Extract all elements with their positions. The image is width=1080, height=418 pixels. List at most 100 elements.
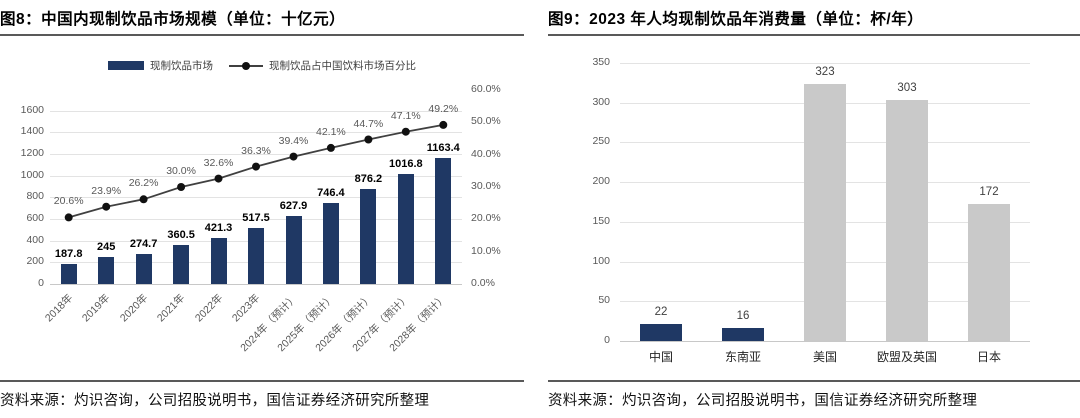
gridline xyxy=(620,63,1030,64)
market-size-bar xyxy=(397,173,414,284)
figure9-tag: 图9： xyxy=(548,11,590,28)
line-value-label: 26.2% xyxy=(128,177,159,190)
bar-value-label: 303 xyxy=(897,82,917,95)
line-marker-dot xyxy=(242,61,250,70)
gridline xyxy=(50,110,462,112)
x-axis-label: 2022年 xyxy=(192,292,225,325)
figure8-chart: 现制饮品市场 现制饮品占中国饮料市场百分比 0 200 400 600 800 1000 1… xyxy=(0,36,524,380)
y-axis-tick: 300 xyxy=(592,95,610,108)
secondary-y-axis-tick: 50.0% xyxy=(471,115,501,128)
line-data-marker xyxy=(364,135,373,144)
consumption-bar xyxy=(886,100,928,341)
figure8-source-note: 资料来源：灼识咨询，公司招股说明书，国信证券经济研究所整理 xyxy=(0,393,430,409)
x-axis-label: 2021年 xyxy=(155,292,188,325)
x-axis-label: 东南亚 xyxy=(724,350,761,364)
line-data-marker xyxy=(289,152,298,161)
figure9-title: 图9：2023 年人均现制饮品年消费量（单位：杯/年） xyxy=(548,0,1080,29)
figure9-title-rule xyxy=(548,34,1080,36)
line-value-label: 32.6% xyxy=(203,156,234,169)
consumption-bar xyxy=(968,204,1010,341)
bar-value-label: 746.4 xyxy=(317,187,345,200)
y-axis-tick: 100 xyxy=(592,254,610,267)
figure8-legend: 现制饮品市场 现制饮品占中国饮料市场百分比 xyxy=(0,58,524,73)
bar-value-label: 517.5 xyxy=(242,211,270,224)
secondary-y-axis-tick: 60.0% xyxy=(471,83,501,95)
y-axis-tick: 50 xyxy=(598,294,610,307)
secondary-y-axis-tick: 10.0% xyxy=(471,244,501,257)
line-data-marker xyxy=(214,174,223,183)
line-data-marker xyxy=(64,213,73,222)
x-axis-label: 美国 xyxy=(812,350,837,364)
bar-value-label: 274.7 xyxy=(129,238,158,251)
y-axis-tick: 0 xyxy=(604,334,610,346)
x-axis-label: 2019年 xyxy=(80,292,113,325)
primary-y-axis-tick: 400 xyxy=(26,233,44,246)
market-size-bar xyxy=(322,203,339,284)
primary-y-axis-tick: 1200 xyxy=(20,146,44,159)
figure9-source-note: 资料来源：灼识咨询，公司招股说明书，国信证券经济研究所整理 xyxy=(548,393,978,409)
gridline xyxy=(620,341,1030,342)
gridline xyxy=(50,175,462,177)
bar-value-label: 876.2 xyxy=(354,173,383,185)
figure9-chart: 0 50 100 150 200 250 300 350 22 中国 16 东南亚 323 美国 303 欧盟… xyxy=(548,36,1080,380)
market-size-bar xyxy=(285,215,302,284)
gridline xyxy=(50,219,462,220)
percentage-line-series xyxy=(64,120,448,222)
market-size-bar xyxy=(173,244,190,284)
secondary-y-axis-tick: 0.0% xyxy=(471,277,495,289)
primary-y-axis-tick: 0 xyxy=(38,277,44,289)
line-value-label: 44.7% xyxy=(353,117,384,130)
market-size-bar xyxy=(135,254,152,284)
bar-value-label: 16 xyxy=(736,310,750,323)
secondary-y-axis-tick: 40.0% xyxy=(471,147,501,160)
line-data-marker xyxy=(401,127,410,136)
bar-value-label: 187.8 xyxy=(54,247,83,260)
line-value-label: 20.6% xyxy=(53,195,84,208)
y-axis-tick: 200 xyxy=(592,175,610,188)
figure9-title-text: 2023 年人均现制饮品年消费量（单位：杯/年） xyxy=(589,11,924,28)
figure9-source-rule xyxy=(548,380,1080,382)
y-axis-tick: 250 xyxy=(592,135,610,148)
gridline xyxy=(50,132,462,134)
x-axis-label: 2018年 xyxy=(42,292,76,325)
x-axis-label: 2020年 xyxy=(117,292,151,325)
bar-value-label: 627.9 xyxy=(279,199,308,212)
bar-series-swatch xyxy=(108,61,144,70)
figure9-panel: 图9：2023 年人均现制饮品年消费量（单位：杯/年） 0 50 100 150 200… xyxy=(548,0,1080,418)
primary-y-axis-tick: 1000 xyxy=(20,168,44,181)
line-value-label: 36.3% xyxy=(241,144,271,157)
consumption-bar xyxy=(722,328,764,341)
line-data-marker xyxy=(326,143,335,152)
market-size-bar xyxy=(210,238,227,284)
line-data-marker xyxy=(139,195,148,204)
line-value-label: 23.9% xyxy=(91,184,122,197)
x-axis-label: 日本 xyxy=(976,350,1001,364)
secondary-y-axis-tick: 30.0% xyxy=(471,180,501,192)
y-axis-tick: 150 xyxy=(592,214,610,227)
bar-value-label: 22 xyxy=(654,305,668,318)
figure8-title-text: 中国内现制饮品市场规模（单位：十亿元） xyxy=(41,11,346,28)
line-value-label: 30.0% xyxy=(166,165,196,177)
line-series-swatch xyxy=(229,61,263,70)
primary-y-axis-tick: 600 xyxy=(26,212,44,224)
line-data-marker xyxy=(439,120,448,129)
bar-value-label: 323 xyxy=(815,66,835,79)
secondary-y-axis-tick: 20.0% xyxy=(471,212,501,225)
gridline xyxy=(50,284,462,285)
bar-value-label: 245 xyxy=(97,241,116,254)
primary-y-axis-tick: 1600 xyxy=(20,103,44,116)
figure8-source-rule xyxy=(0,380,524,382)
consumption-bar xyxy=(640,323,682,341)
bar-series-legend-label: 现制饮品市场 xyxy=(150,60,213,72)
bar-value-label: 360.5 xyxy=(167,228,195,241)
y-axis-tick: 350 xyxy=(592,56,610,68)
primary-y-axis-tick: 200 xyxy=(26,255,44,268)
consumption-bar xyxy=(804,84,846,341)
market-size-bar xyxy=(60,263,77,284)
figure8-title: 图8：中国内现制饮品市场规模（单位：十亿元） xyxy=(0,0,524,29)
line-data-marker xyxy=(102,202,111,211)
line-series-legend-label: 现制饮品占中国饮料市场百分比 xyxy=(269,60,416,72)
bar-value-label: 172 xyxy=(979,186,999,199)
line-value-label: 39.4% xyxy=(278,134,309,147)
